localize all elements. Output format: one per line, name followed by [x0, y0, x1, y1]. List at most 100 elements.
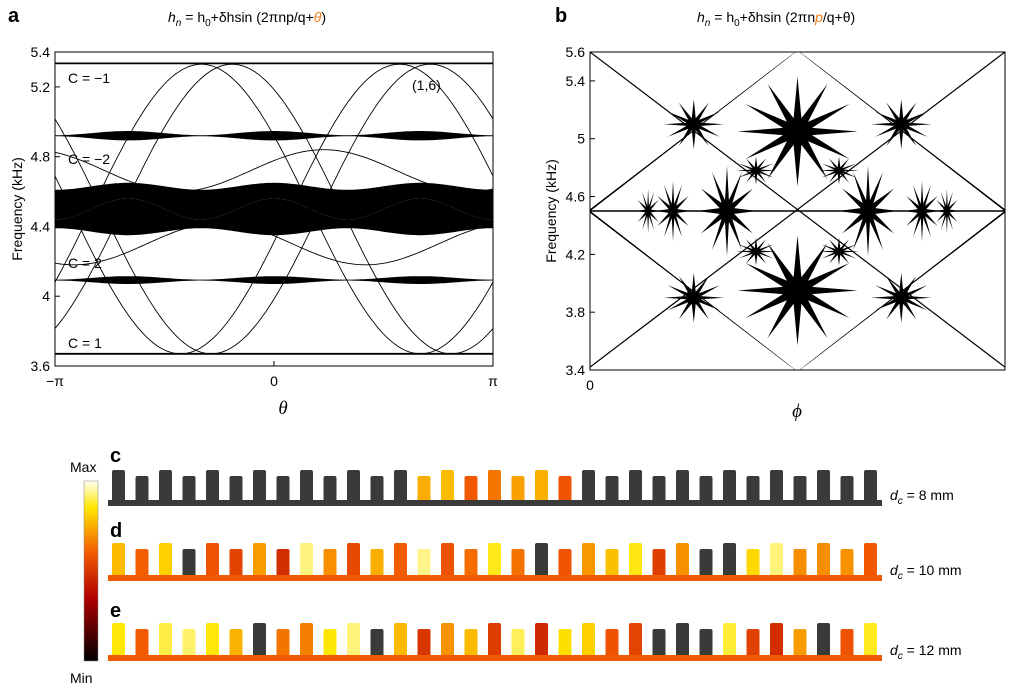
- y-tick-label: 4.6: [566, 189, 586, 205]
- resonator: [159, 623, 172, 657]
- resonator: [488, 470, 501, 502]
- spectrum-cluster: [664, 99, 724, 149]
- x-axis-label: ϕ: [792, 401, 802, 422]
- y-tick-label: 5.4: [31, 44, 51, 60]
- row-label: d: [110, 520, 122, 542]
- resonator: [324, 549, 337, 577]
- y-axis-label: Frequency (kHz): [543, 159, 559, 262]
- annotation: C = −1: [68, 70, 110, 86]
- resonator: [441, 623, 454, 657]
- resonator: [441, 543, 454, 577]
- band-diagram: [55, 63, 493, 355]
- resonator: [418, 629, 431, 657]
- resonator: [606, 549, 619, 577]
- row-label: c: [110, 445, 121, 467]
- resonator: [277, 629, 290, 657]
- resonator: [230, 549, 243, 577]
- annotation: (1,6): [412, 77, 441, 93]
- spectrum-cluster: [871, 273, 931, 323]
- row-caption: dc = 12 mm: [890, 642, 962, 662]
- resonator: [817, 543, 830, 577]
- title-part: = h: [710, 9, 734, 25]
- resonator: [230, 629, 243, 657]
- resonator: [159, 543, 172, 577]
- resonator: [770, 623, 783, 657]
- panel-title: hn = h0+δhsin (2πnp/q+θ): [697, 9, 855, 29]
- spectrum-cluster: [655, 181, 691, 241]
- resonator: [653, 476, 666, 502]
- figure: a b hn = h0+δhsin (2πnp/q+θ) hn = h0+δhs…: [0, 0, 1009, 691]
- title-part: p: [814, 9, 823, 25]
- x-tick-label: 0: [586, 377, 594, 393]
- colorbar-min: Min: [70, 670, 93, 686]
- y-axis-label: Frequency (kHz): [9, 157, 25, 260]
- resonator: [394, 623, 407, 657]
- title-part: +δh: [740, 9, 764, 25]
- resonator: [441, 470, 454, 502]
- resonator: [394, 470, 407, 502]
- resonator: [841, 549, 854, 577]
- resonator: [841, 476, 854, 502]
- y-tick-label: 3.6: [31, 358, 51, 374]
- resonator: [112, 470, 125, 502]
- title-part: h: [697, 9, 705, 25]
- resonator: [700, 549, 713, 577]
- x-tick-label: 0: [270, 373, 278, 389]
- panel-title: hn = h0+δhsin (2πnp/q+θ): [168, 9, 326, 29]
- resonator: [347, 470, 360, 502]
- caption-part: = 12 mm: [903, 642, 962, 658]
- resonator: [136, 549, 149, 577]
- title-part: sin (2πnp/q+: [234, 9, 313, 25]
- resonator: [418, 476, 431, 502]
- resonator: [136, 629, 149, 657]
- resonator: [629, 470, 642, 502]
- resonator: [723, 623, 736, 657]
- resonator: [864, 543, 877, 577]
- spectrum-cluster: [736, 238, 776, 266]
- resonator: [465, 476, 478, 502]
- row-caption: dc = 8 mm: [890, 487, 954, 507]
- resonator: [794, 549, 807, 577]
- resonator: [700, 476, 713, 502]
- spectrum-cluster: [736, 157, 776, 185]
- spectrum-cluster: [904, 181, 940, 241]
- resonator: [512, 549, 525, 577]
- resonator: [253, 623, 266, 657]
- title-part: ): [321, 9, 326, 25]
- resonator: [300, 623, 313, 657]
- resonator: [253, 470, 266, 502]
- resonator: [512, 629, 525, 657]
- resonator: [747, 476, 760, 502]
- base-plate: [108, 655, 882, 661]
- base-plate: [108, 500, 882, 506]
- bulk-band: [55, 276, 493, 284]
- resonator: [183, 629, 196, 657]
- row-label: e: [110, 600, 121, 622]
- spectrum-cluster: [819, 157, 859, 185]
- resonator: [817, 470, 830, 502]
- x-tick-label: −π: [46, 373, 64, 389]
- resonator: [770, 470, 783, 502]
- resonator: [253, 543, 266, 577]
- resonator: [300, 543, 313, 577]
- resonator: [465, 549, 478, 577]
- title-part: = h: [181, 9, 205, 25]
- panel-label: a: [8, 5, 20, 27]
- title-part: +δh: [211, 9, 235, 25]
- resonator: [535, 470, 548, 502]
- resonator: [676, 543, 689, 577]
- resonator: [159, 470, 172, 502]
- resonator: [700, 629, 713, 657]
- resonator: [629, 623, 642, 657]
- base-plate: [108, 575, 882, 581]
- resonator: [676, 623, 689, 657]
- resonator: [582, 470, 595, 502]
- caption-part: = 8 mm: [903, 487, 954, 503]
- resonator: [136, 476, 149, 502]
- caption-part: = 10 mm: [903, 562, 962, 578]
- resonator: [841, 629, 854, 657]
- resonator-array: [108, 543, 882, 581]
- butterfly-spectrum: [590, 52, 1005, 370]
- resonator: [394, 543, 407, 577]
- y-tick-label: 4: [42, 288, 50, 304]
